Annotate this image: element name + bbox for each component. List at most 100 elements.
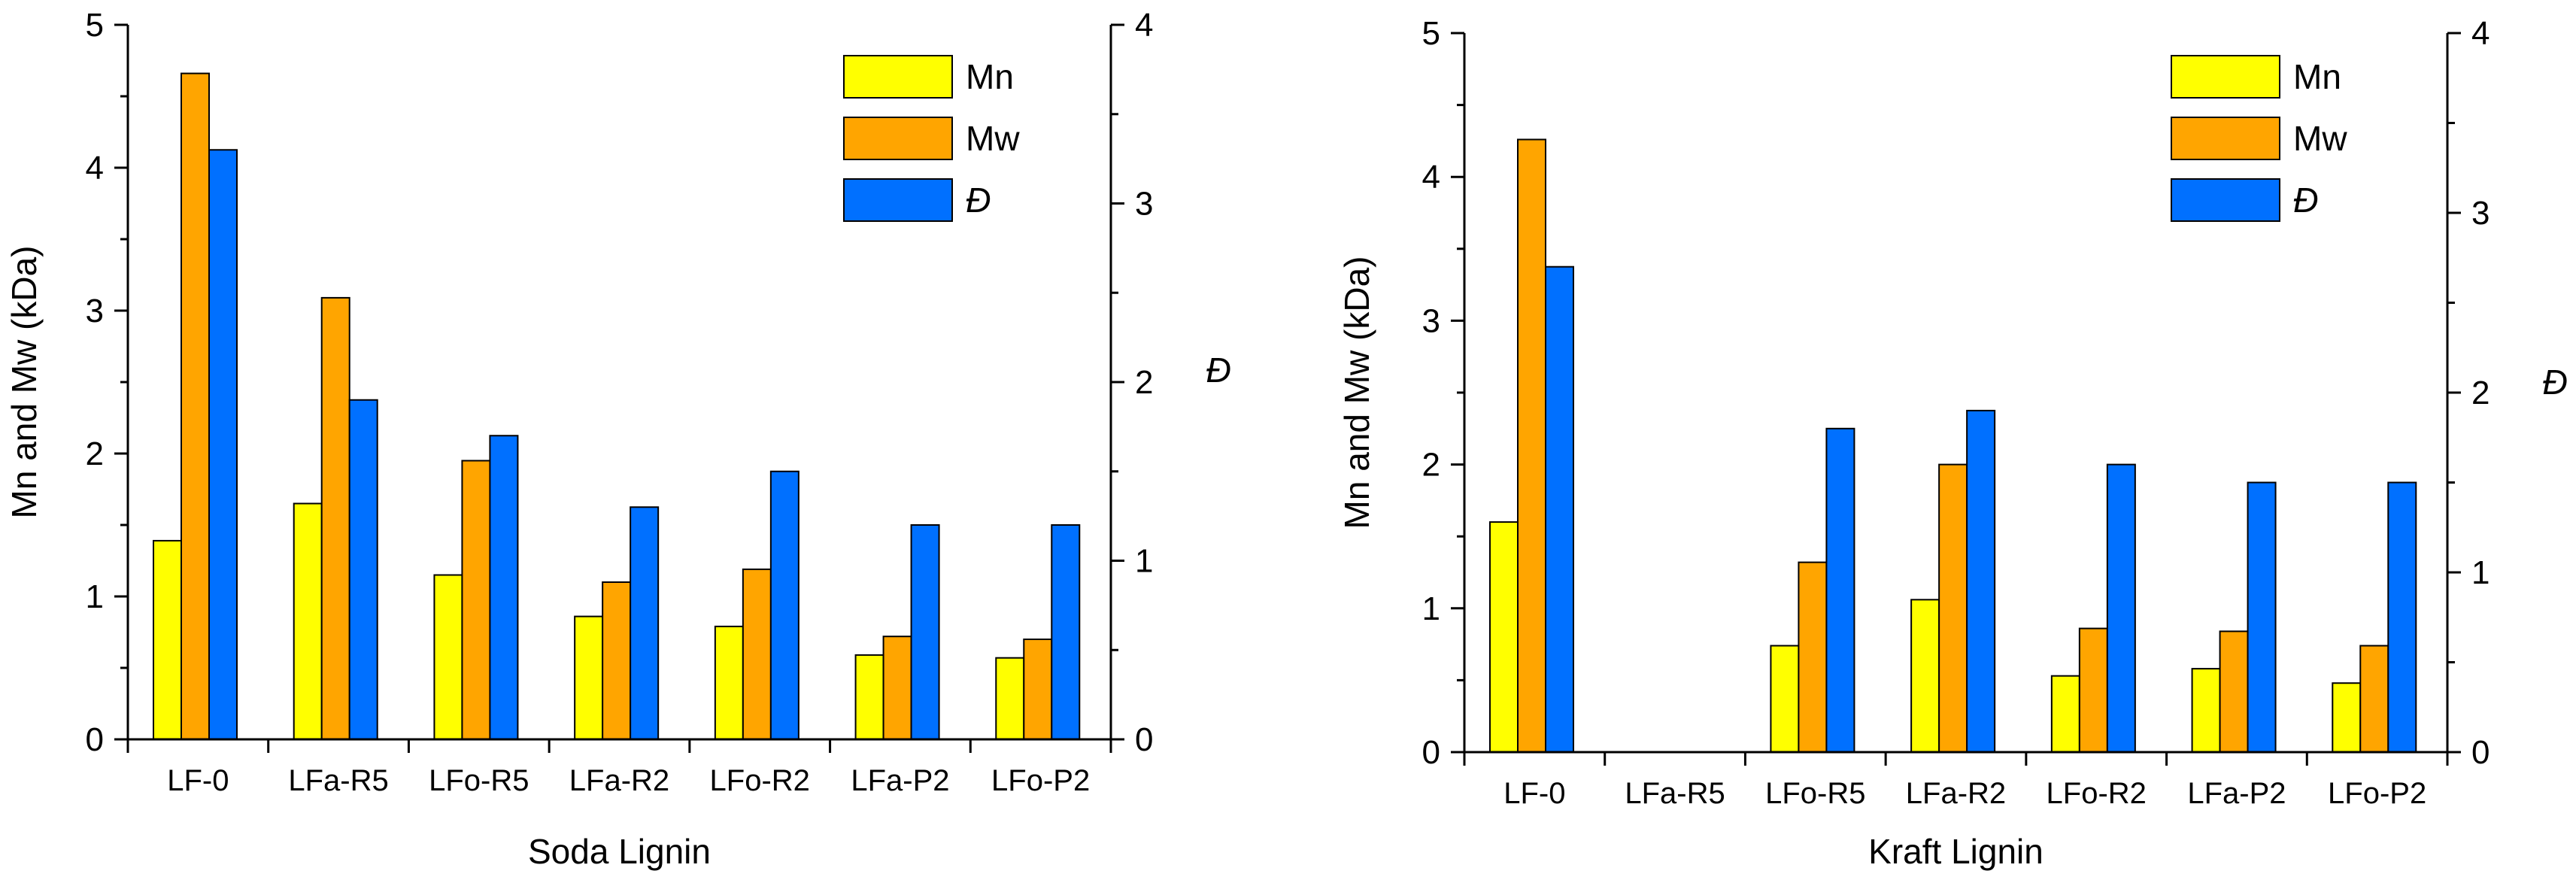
x-tick-label: LFa-R2 (1906, 777, 2006, 810)
bar-mn-lfa-p2 (2191, 668, 2221, 753)
bars-group (1489, 138, 2417, 754)
y-tick-label: 4 (86, 150, 104, 187)
bar-d-lfo-r2 (769, 470, 800, 740)
y-tick-label: 0 (86, 721, 104, 758)
bar-mn-lfa-r5 (293, 502, 323, 740)
y-tick-label: 0 (1422, 734, 1440, 771)
bar-mw-lfo-p2 (2359, 645, 2389, 754)
legend-swatch-3 (2171, 178, 2280, 222)
legend-swatch-2 (843, 117, 953, 160)
x-tick-label: LFa-P2 (851, 764, 949, 797)
y-tick-label: 2 (86, 435, 104, 472)
bar-mw-lfa-p2 (882, 636, 912, 741)
bar-mw-lf-0 (1517, 138, 1546, 754)
x-axis-title: Soda Lignin (528, 832, 711, 871)
y-tick-label: 5 (1422, 15, 1440, 52)
bar-d-lfa-r5 (348, 399, 378, 740)
x-tick-label: LFo-R5 (1765, 777, 1865, 810)
x-tick-label: LFa-R2 (569, 764, 669, 797)
legend-swatch-1 (2171, 55, 2280, 99)
bar-d-lfo-r5 (489, 435, 519, 740)
legend-label-2: Mw (966, 119, 1020, 158)
bar-d-lfa-p2 (910, 524, 940, 740)
bar-d-lfa-p2 (2247, 481, 2277, 753)
bar-mn-lf-0 (153, 539, 182, 741)
y2-tick-label: 1 (2471, 554, 2490, 591)
y2-tick-label: 0 (1135, 721, 1153, 758)
bar-mn-lfo-r5 (433, 574, 463, 740)
legend-swatch-1 (843, 55, 953, 99)
chart-panel-2: 0 1 2 3 4 5 0 1 2 3 4 LF-0 LFa-R5 LFo-R5 LFa-R2 LFo-R2 L… (1337, 15, 2568, 871)
legend-swatch-2 (2171, 117, 2280, 160)
bar-mn-lfo-r2 (2050, 675, 2080, 753)
bar-mw-lfa-p2 (2219, 630, 2249, 754)
bar-mw-lf-0 (181, 72, 210, 741)
y2-axis-title: Đ (1206, 350, 1230, 390)
bar-mw-lfa-r2 (602, 581, 632, 740)
bar-mn-lfo-p2 (995, 657, 1025, 741)
x-axis-title: Kraft Lignin (1868, 832, 2044, 871)
x-tick-label: LFo-R2 (710, 764, 810, 797)
legend: Mn Mw Đ (2171, 55, 2347, 222)
y2-tick-label: 0 (2471, 734, 2490, 771)
y2-tick-label: 2 (2471, 375, 2490, 411)
bar-d-lfa-r2 (630, 506, 660, 740)
bar-mw-lfa-r5 (320, 296, 350, 740)
x-tick-label: LFo-P2 (2328, 777, 2426, 810)
y-tick-label: 5 (86, 7, 104, 44)
bar-mw-lfa-r2 (1938, 463, 1968, 753)
y-tick-label: 1 (86, 578, 104, 615)
y2-tick-label: 3 (2471, 195, 2490, 232)
x-tick-label: LF-0 (1503, 777, 1565, 810)
bars-group (153, 72, 1081, 741)
legend-label-1: Mn (2293, 57, 2341, 96)
y2-tick-label: 1 (1135, 543, 1153, 580)
legend-label-2: Mw (2293, 119, 2347, 158)
bar-mn-lfo-r5 (1770, 645, 1800, 754)
y-tick-label: 4 (1422, 159, 1440, 196)
bar-mw-lfo-r5 (461, 460, 491, 740)
x-tick-label: LFo-P2 (991, 764, 1090, 797)
bar-mw-lfo-r5 (1798, 561, 1828, 754)
bar-mw-lfo-r2 (742, 568, 772, 741)
bar-d-lf-0 (208, 149, 238, 740)
x-tick-label: LFa-R5 (1625, 777, 1725, 810)
y-tick-label: 3 (1422, 302, 1440, 339)
bar-d-lfo-p2 (2387, 481, 2417, 753)
y2-tick-label: 2 (1135, 364, 1153, 401)
bar-mw-lfo-p2 (1023, 639, 1053, 740)
legend-label-3: Đ (2293, 181, 2318, 220)
legend-swatch-3 (843, 178, 953, 222)
y-tick-label: 1 (1422, 590, 1440, 627)
bar-d-lfo-r5 (1825, 427, 1855, 753)
x-tick-label: LFa-R5 (288, 764, 388, 797)
x-tick-label: LFo-R2 (2047, 777, 2147, 810)
y2-tick-label: 3 (1135, 186, 1153, 223)
chart-panel-1: 0 1 2 3 4 5 0 1 2 3 4 LF-0 LFa-R5 LFo-R5 LFa-R2 LFo-R2 L… (5, 7, 1231, 871)
y-tick-label: 2 (1422, 447, 1440, 484)
bar-mn-lfa-p2 (854, 654, 884, 741)
y2-tick-label: 4 (2471, 15, 2490, 52)
bar-d-lfo-p2 (1051, 524, 1081, 740)
x-tick-label: LFa-P2 (2187, 777, 2286, 810)
bar-mn-lfo-r2 (714, 625, 744, 741)
bar-mn-lfa-r2 (1910, 599, 1940, 753)
bar-d-lfo-r2 (2106, 463, 2136, 753)
legend-label-3: Đ (966, 181, 991, 220)
x-tick-label: LF-0 (167, 764, 229, 797)
bar-d-lf-0 (1545, 265, 1574, 753)
y2-axis-title: Đ (2542, 363, 2567, 402)
x-tick-label: LFo-R5 (429, 764, 529, 797)
y-tick-label: 3 (86, 293, 104, 329)
y-axis-title: Mn and Mw (kDa) (1337, 256, 1376, 529)
y-axis-title: Mn and Mw (kDa) (5, 246, 44, 519)
bar-mn-lfo-p2 (2332, 682, 2362, 753)
legend-label-1: Mn (966, 57, 1014, 96)
y2-tick-label: 4 (1135, 7, 1153, 44)
bar-mn-lfa-r2 (574, 615, 604, 740)
bar-d-lfa-r2 (1966, 409, 1996, 754)
bar-mn-lf-0 (1489, 521, 1519, 754)
legend: Mn Mw Đ (843, 55, 1020, 222)
bar-mw-lfo-r2 (2078, 627, 2108, 753)
